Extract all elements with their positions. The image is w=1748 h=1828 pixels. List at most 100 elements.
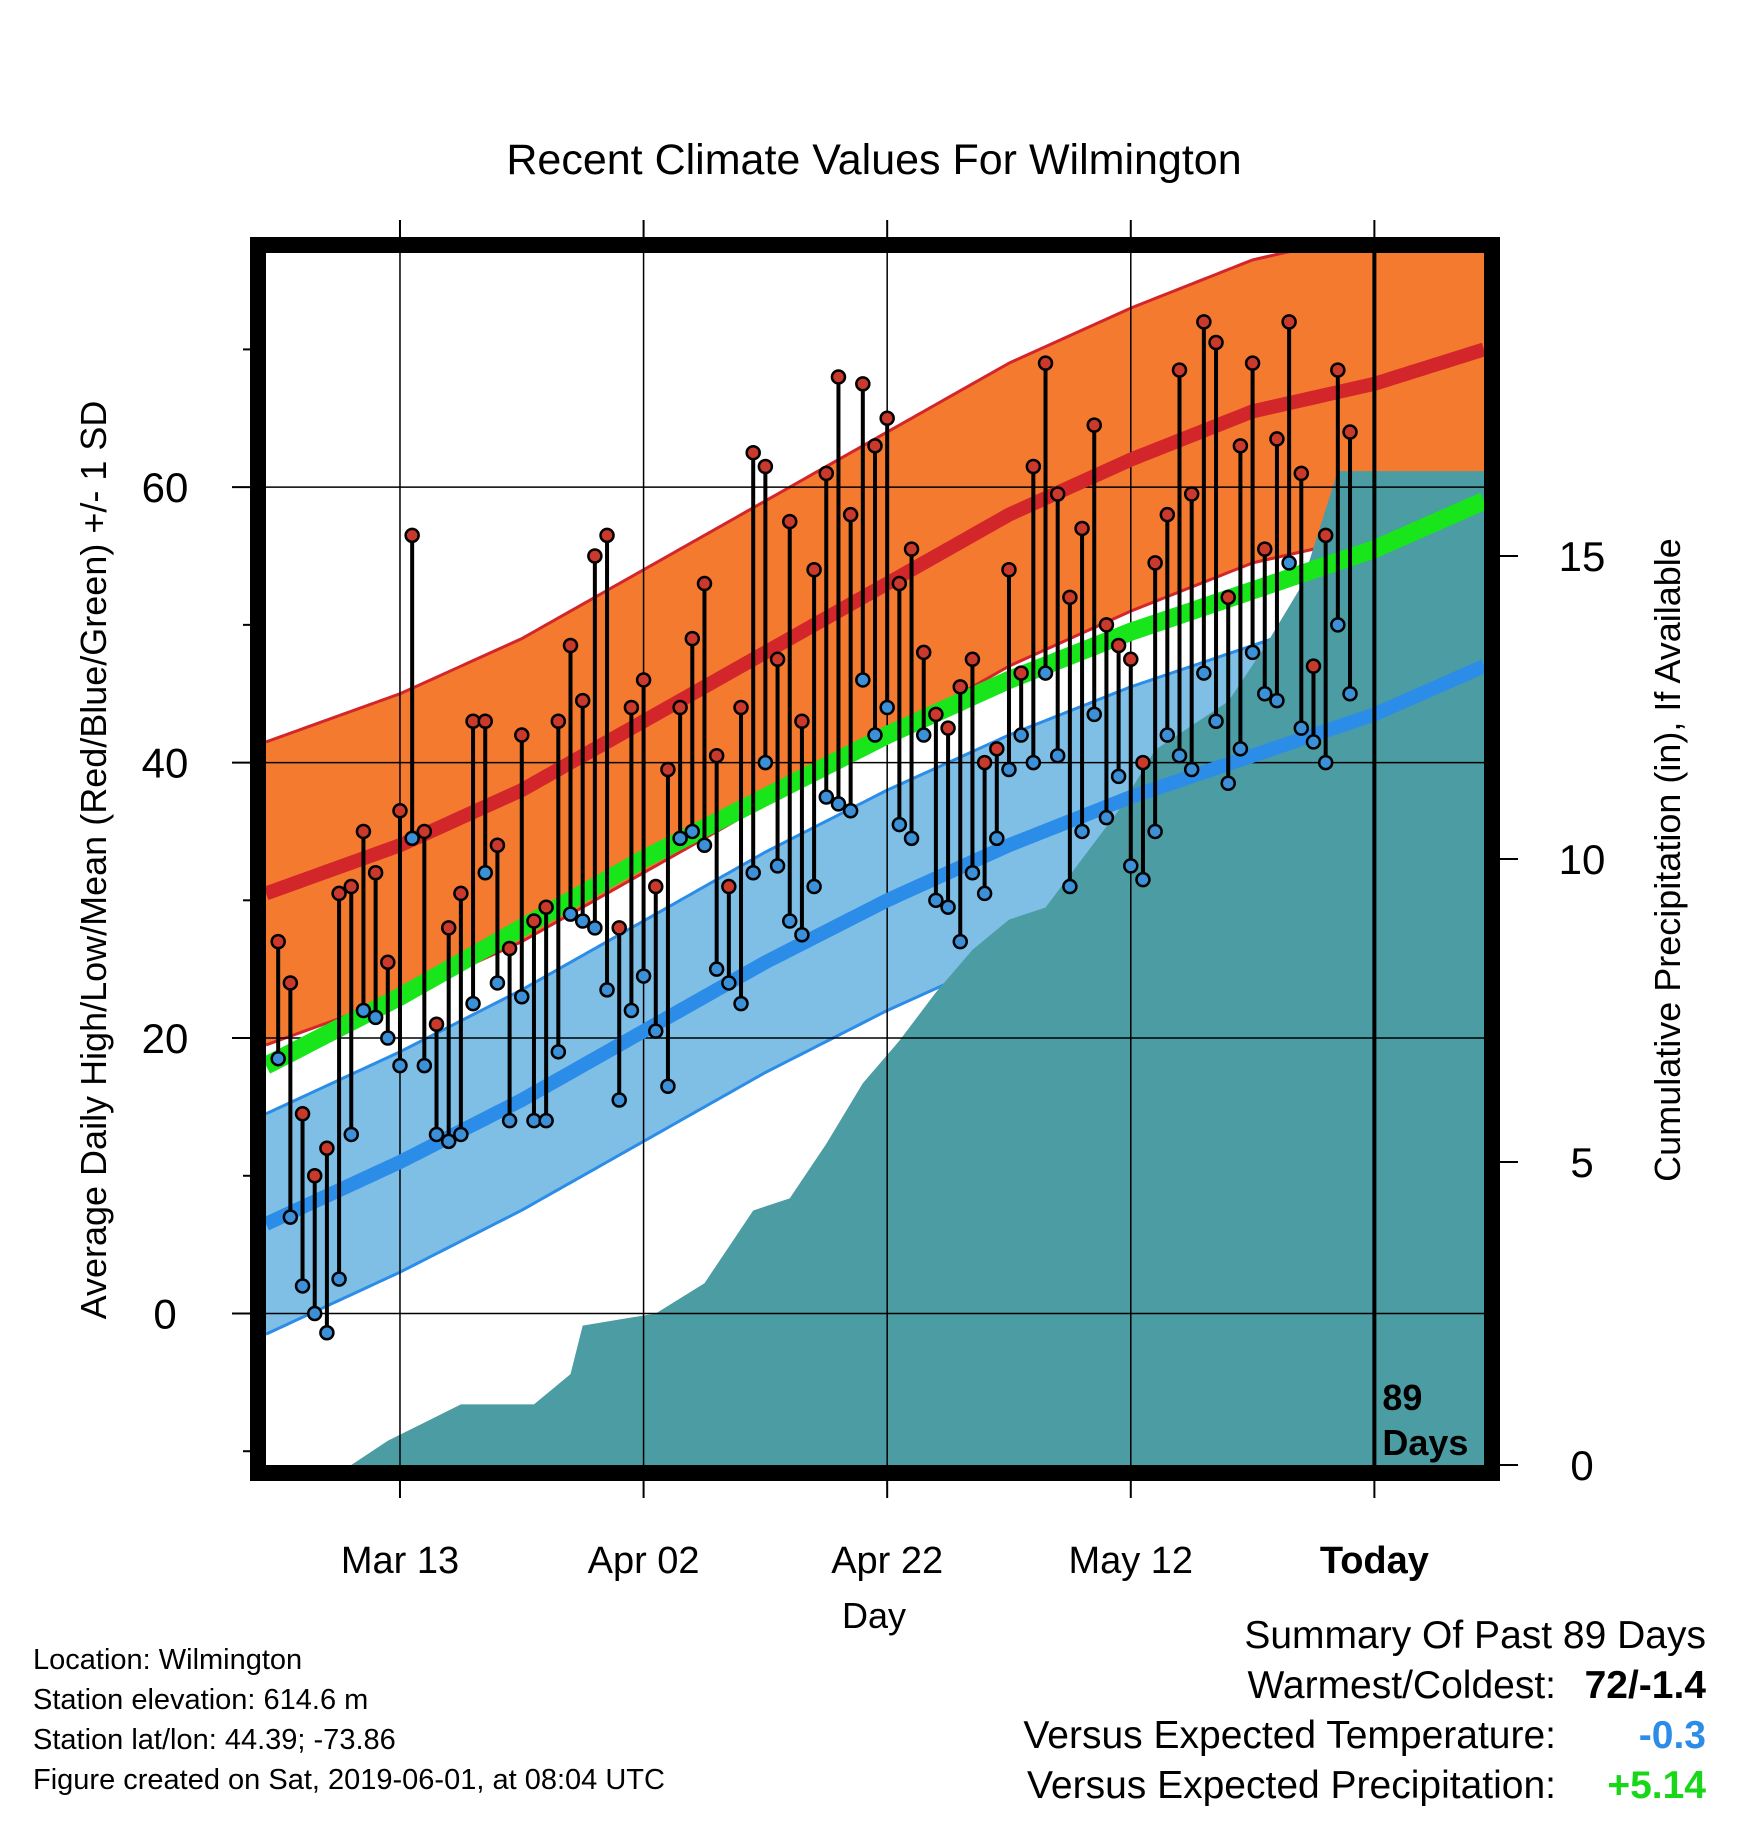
daily-low-point	[696, 837, 713, 853]
daily-high-point	[989, 741, 1005, 757]
warmest-coldest-label: Warmest/Coldest:	[1247, 1664, 1556, 1707]
daily-high-point	[574, 692, 591, 709]
daily-high-point	[928, 706, 944, 723]
daily-low-point	[501, 1112, 518, 1129]
daily-low-point	[1330, 617, 1346, 633]
daily-high-point	[294, 1106, 311, 1122]
daily-high-point	[611, 920, 627, 936]
daily-high-point	[355, 823, 372, 840]
daily-high-point	[830, 369, 847, 385]
daily-low-point	[672, 830, 688, 847]
daily-low-point	[1220, 775, 1236, 791]
daily-high-point	[1001, 562, 1017, 578]
daily-low-point	[1257, 685, 1273, 702]
daily-low-point	[952, 933, 969, 950]
daily-high-point	[721, 878, 737, 895]
chart-title: Recent Climate Values For Wilmington	[506, 136, 1241, 184]
daily-low-point	[477, 865, 493, 881]
daily-low-point	[1183, 761, 1200, 778]
daily-low-point	[367, 1009, 384, 1026]
daily-high-point	[1110, 637, 1127, 654]
daily-low-point	[1013, 727, 1029, 743]
daily-low-point	[574, 913, 591, 929]
daily-high-point	[1123, 651, 1139, 668]
daily-low-point	[989, 830, 1005, 847]
daily-low-point	[428, 1126, 445, 1143]
x-axis-label: Day	[842, 1595, 906, 1636]
daily-high-point	[952, 679, 969, 695]
daily-high-point	[550, 713, 567, 730]
daily-high-point	[915, 644, 932, 661]
warmest-coldest-value: 72/-1.4	[1584, 1664, 1706, 1707]
y-tick-label: 40	[142, 740, 189, 787]
daily-high-point	[781, 513, 798, 530]
y2-tick-label: 10	[1559, 836, 1606, 883]
daily-high-point	[489, 837, 506, 853]
daily-low-point	[1342, 685, 1358, 702]
daily-high-point	[367, 865, 384, 881]
daily-high-point	[1220, 589, 1236, 606]
daily-low-point	[1135, 871, 1151, 888]
daily-low-point	[745, 865, 761, 881]
daily-low-point	[903, 830, 920, 847]
daily-low-point	[306, 1305, 323, 1322]
daily-high-point	[562, 637, 579, 654]
daily-low-point	[1098, 809, 1115, 826]
daily-high-point	[855, 376, 871, 392]
daily-high-point	[477, 713, 493, 730]
daily-high-point	[1037, 355, 1054, 371]
daily-low-point	[684, 823, 701, 840]
daily-low-point	[1244, 644, 1261, 661]
today-days-label: Days	[1382, 1422, 1468, 1463]
daily-low-point	[489, 975, 506, 991]
daily-low-point	[855, 672, 871, 688]
daily-low-point	[648, 1023, 664, 1039]
daily-high-point	[1171, 362, 1188, 378]
daily-high-point	[623, 699, 640, 716]
daily-high-point	[1086, 417, 1102, 433]
temp-departure-label: Versus Expected Temperature:	[1023, 1714, 1556, 1757]
daily-high-point	[1147, 555, 1163, 571]
daily-high-point	[392, 803, 408, 819]
daily-low-point	[416, 1057, 433, 1074]
today-days-count: 89	[1382, 1377, 1422, 1418]
daily-low-point	[818, 789, 835, 805]
daily-low-point	[879, 699, 895, 716]
daily-low-point	[355, 1002, 372, 1019]
daily-low-point	[806, 878, 822, 895]
daily-high-point	[270, 933, 286, 950]
daily-low-point	[842, 803, 859, 819]
daily-high-point	[794, 713, 810, 730]
daily-low-point	[1074, 823, 1090, 840]
daily-low-point	[465, 995, 481, 1012]
daily-high-point	[660, 761, 676, 778]
daily-low-point	[940, 899, 956, 915]
daily-high-point	[1159, 506, 1176, 523]
precip-departure-label: Versus Expected Precipitation:	[1027, 1764, 1556, 1807]
daily-low-point	[1086, 706, 1102, 723]
daily-high-point	[1074, 520, 1090, 537]
daily-high-point	[842, 506, 859, 523]
daily-low-point	[1062, 878, 1078, 895]
daily-high-point	[696, 575, 713, 592]
daily-high-point	[635, 672, 652, 688]
daily-low-point	[1293, 720, 1310, 736]
daily-high-point	[1281, 314, 1297, 330]
daily-high-point	[1208, 334, 1224, 351]
daily-low-point	[1123, 858, 1139, 874]
daily-low-point	[1305, 734, 1322, 750]
daily-high-point	[526, 913, 542, 929]
daily-low-point	[830, 796, 847, 812]
created-text: Figure created on Sat, 2019-06-01, at 08…	[33, 1764, 665, 1796]
daily-low-point	[1269, 692, 1285, 709]
daily-high-point	[404, 527, 420, 544]
daily-high-point	[684, 630, 701, 647]
daily-high-point	[1196, 314, 1212, 330]
daily-low-point	[404, 830, 420, 847]
daily-high-point	[1183, 486, 1200, 502]
daily-high-point	[1062, 589, 1078, 606]
daily-high-point	[343, 878, 360, 895]
daily-low-point	[380, 1030, 396, 1046]
daily-high-point	[306, 1168, 323, 1184]
